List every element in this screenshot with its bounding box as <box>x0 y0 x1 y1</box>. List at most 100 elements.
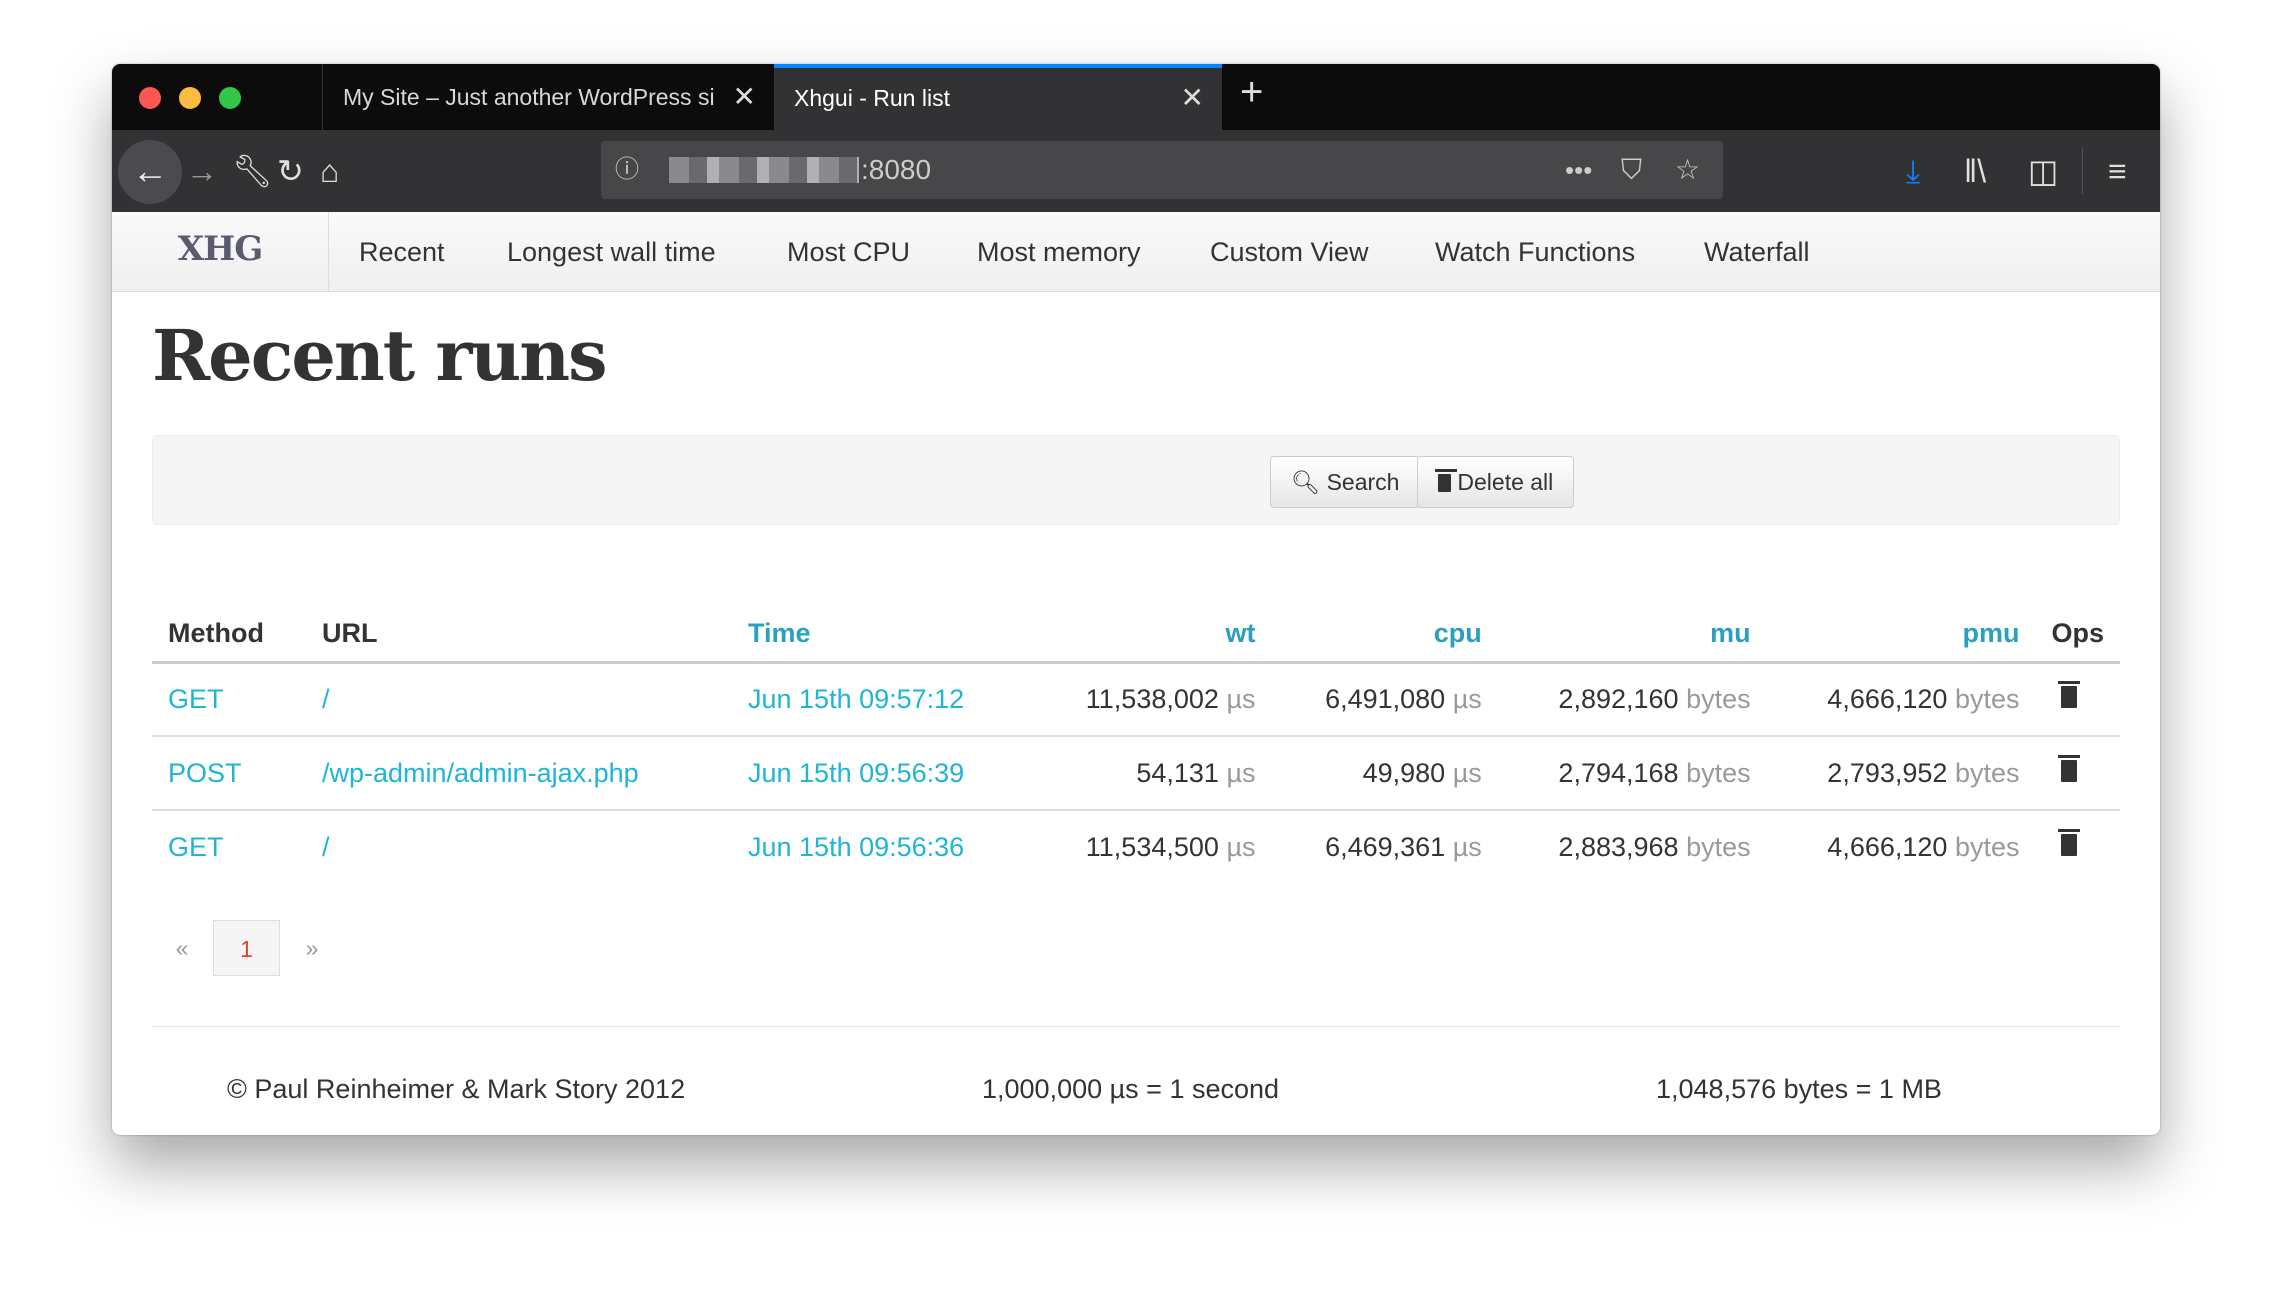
info-icon[interactable]: ⓘ <box>615 156 639 183</box>
unit-label: µs <box>1452 757 1482 788</box>
wt-cell: 11,538,002 µs <box>1030 662 1272 736</box>
wt-cell: 54,131 µs <box>1029 735 1272 810</box>
unit-label: µs <box>1226 832 1256 862</box>
memory-unit-note: 1,048,576 bytes = 1 MB <box>1656 1074 1942 1104</box>
wt-value: 54,131 <box>1136 757 1219 788</box>
unit-label: bytes <box>1954 757 2020 788</box>
tab-title: Xhgui - Run list <box>794 85 950 111</box>
cpu-value: 49,980 <box>1362 757 1446 788</box>
time-link[interactable]: Jun 15th 09:56:39 <box>748 757 965 788</box>
redacted-host <box>669 157 859 183</box>
pmu-cell: 4,666,120 bytes <box>1766 809 2036 884</box>
header-wt[interactable]: wt <box>1029 606 1272 664</box>
unit-label: µs <box>1452 683 1482 714</box>
home-icon[interactable]: ⌂ <box>320 153 340 189</box>
delete-all-button[interactable]: Delete all <box>1417 456 1575 508</box>
back-icon[interactable]: ← <box>118 140 182 204</box>
library-icon[interactable]: ‖\ <box>1964 153 1987 189</box>
header-time[interactable]: Time <box>732 606 1030 664</box>
unit-label: bytes <box>1954 832 2020 862</box>
close-tab-icon[interactable]: ✕ <box>732 81 756 112</box>
pmu-cell: 4,666,120 bytes <box>1767 662 2036 736</box>
pocket-icon[interactable]: ⛉ <box>1621 154 1643 185</box>
cpu-cell: 6,469,361 µs <box>1271 809 1498 884</box>
new-tab-icon[interactable]: + <box>1240 70 1264 114</box>
browser-window: My Site – Just another WordPress si ✕ Xhg… <box>112 64 2160 1135</box>
url-link[interactable]: / <box>322 832 330 862</box>
search-button[interactable]: 🔍︎ Search <box>1270 456 1421 508</box>
mu-cell: 2,794,168 bytes <box>1497 735 1767 810</box>
download-icon[interactable]: ⤓ <box>1906 153 1921 189</box>
cpu-value: 6,491,080 <box>1325 683 1446 714</box>
nav-most-memory[interactable]: Most memory <box>977 237 1141 267</box>
unit-label: bytes <box>1686 832 1751 862</box>
next-page[interactable]: » <box>305 935 319 961</box>
close-tab-icon[interactable]: ✕ <box>1180 82 1204 113</box>
reload-icon[interactable]: ↻ <box>277 153 304 189</box>
nav-waterfall[interactable]: Waterfall <box>1704 237 1810 267</box>
pmu-value: 4,666,120 <box>1827 832 1948 862</box>
method-link[interactable]: GET <box>168 683 224 714</box>
wt-value: 11,538,002 <box>1085 683 1219 714</box>
page-1[interactable]: 1 <box>213 920 280 976</box>
url-text: :8080 <box>861 154 932 185</box>
method-link[interactable]: POST <box>168 757 242 788</box>
divider <box>2082 148 2083 194</box>
nav-most-cpu[interactable]: Most CPU <box>787 237 911 267</box>
cpu-value: 6,469,361 <box>1325 832 1446 862</box>
prev-page[interactable]: « <box>175 935 189 961</box>
tab-bar: My Site – Just another WordPress si ✕ Xhg… <box>112 64 2160 130</box>
unit-label: bytes <box>1954 683 2020 714</box>
page-title: Recent runs <box>152 314 608 397</box>
wt-value: 11,534,500 <box>1085 832 1219 862</box>
forward-icon[interactable]: → <box>186 153 218 189</box>
delete-run-icon[interactable] <box>2058 680 2081 708</box>
nav-recent[interactable]: Recent <box>359 237 445 267</box>
close-window-button[interactable] <box>139 87 161 109</box>
cpu-cell: 6,491,080 µs <box>1272 662 1498 736</box>
nav-longest-wall-time[interactable]: Longest wall time <box>507 237 716 267</box>
nav-watch-functions[interactable]: Watch Functions <box>1435 237 1636 267</box>
tab-title: My Site – Just another WordPress si <box>343 84 715 110</box>
pmu-value: 4,666,120 <box>1827 683 1948 714</box>
pmu-value: 2,793,952 <box>1827 757 1948 788</box>
tab-my-site[interactable]: My Site – Just another WordPress si ✕ <box>322 64 774 130</box>
header-method: Method <box>152 606 306 664</box>
sidebar-icon[interactable]: ◫ <box>2028 153 2059 189</box>
mu-cell: 2,892,160 bytes <box>1498 662 1767 736</box>
tab-xhgui[interactable]: Xhgui - Run list ✕ <box>774 64 1222 130</box>
url-link[interactable]: /wp-admin/admin-ajax.php <box>322 757 639 788</box>
time-link[interactable]: Jun 15th 09:57:12 <box>748 683 965 714</box>
header-cpu[interactable]: cpu <box>1271 606 1498 664</box>
more-icon[interactable]: ••• <box>1565 155 1593 185</box>
maximize-window-button[interactable] <box>219 87 241 109</box>
wrench-icon[interactable]: 🔧︎ <box>232 153 273 189</box>
header-url: URL <box>306 606 732 664</box>
star-icon[interactable]: ☆ <box>1675 154 1701 185</box>
wt-cell: 11,534,500 µs <box>1029 809 1272 884</box>
minimize-window-button[interactable] <box>179 87 201 109</box>
delete-run-icon[interactable] <box>2058 754 2081 782</box>
url-bar[interactable]: ⓘ :8080 ••• ⛉ ☆ <box>601 141 1723 199</box>
brand-logo[interactable]: XHG <box>112 212 329 292</box>
time-unit-note: 1,000,000 µs = 1 second <box>982 1074 1280 1104</box>
header-mu[interactable]: mu <box>1497 606 1767 664</box>
mu-value: 2,883,968 <box>1558 832 1679 862</box>
unit-label: µs <box>1452 832 1482 862</box>
copyright: © Paul Reinheimer & Mark Story 2012 <box>227 1074 686 1104</box>
pmu-cell: 2,793,952 bytes <box>1766 735 2036 810</box>
mu-value: 2,892,160 <box>1558 683 1679 714</box>
time-link[interactable]: Jun 15th 09:56:36 <box>748 832 965 862</box>
unit-label: bytes <box>1686 683 1751 714</box>
menu-icon[interactable]: ≡ <box>2108 153 2127 189</box>
table-row: GET / Jun 15th 09:56:36 11,534,500 µs 6,4… <box>152 809 2120 884</box>
table-row: GET / Jun 15th 09:57:12 11,538,002 µs 6,4… <box>152 662 2120 736</box>
method-link[interactable]: GET <box>168 832 224 862</box>
delete-run-icon[interactable] <box>2058 829 2081 856</box>
url-link[interactable]: / <box>322 683 330 714</box>
action-bar: 🔍︎ Search Delete all <box>152 435 2120 525</box>
delete-all-label: Delete all <box>1457 469 1554 495</box>
search-icon: 🔍︎ <box>1291 469 1321 495</box>
header-pmu[interactable]: pmu <box>1766 606 2036 664</box>
nav-custom-view[interactable]: Custom View <box>1210 237 1369 267</box>
